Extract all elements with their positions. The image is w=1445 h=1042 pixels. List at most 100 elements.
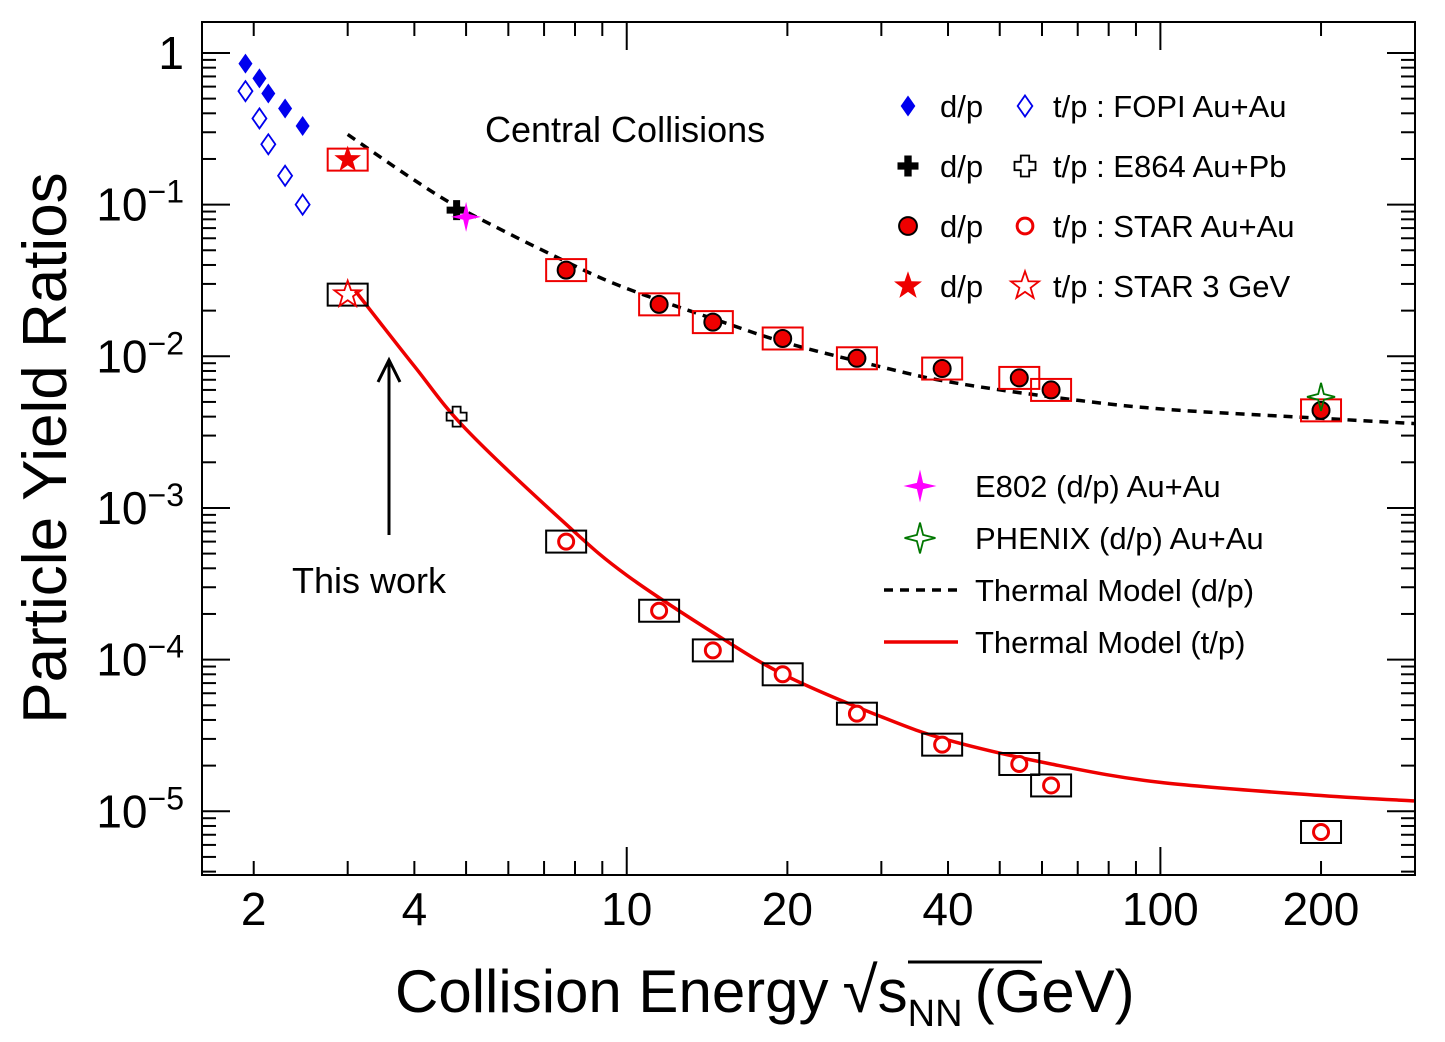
data-point bbox=[1306, 382, 1336, 412]
y-axis-label: Particle Yield Ratios bbox=[11, 172, 80, 723]
x-tick-label: 200 bbox=[1283, 883, 1360, 935]
y-tick-label: 1 bbox=[158, 27, 184, 79]
this-work-arrow bbox=[376, 356, 402, 535]
data-point bbox=[1009, 368, 1029, 388]
legend-marker bbox=[1016, 93, 1034, 119]
legend-bottom: E802 (d/p) Au+Au PHENIX (d/p) Au+Au Therma… bbox=[884, 469, 1264, 660]
systematic-box bbox=[761, 326, 804, 351]
data-point bbox=[278, 98, 293, 119]
data-point bbox=[251, 106, 268, 131]
y-tick-base: 10 bbox=[96, 634, 147, 686]
systematic-boxes bbox=[326, 147, 1343, 844]
y-tick-label: 10−5 bbox=[96, 780, 184, 837]
x-tick-label: 100 bbox=[1122, 883, 1199, 935]
y-tick-label: 10−4 bbox=[96, 629, 184, 686]
data-markers bbox=[237, 53, 1336, 841]
y-tick-exponent: −4 bbox=[148, 629, 184, 665]
y-tick-base: 1 bbox=[158, 27, 184, 79]
legend-label: d/p bbox=[940, 269, 983, 304]
x-axis-label-main: Collision Energy bbox=[395, 958, 829, 1025]
data-point bbox=[649, 294, 669, 314]
x-tick-label: 40 bbox=[922, 883, 973, 935]
legend-marker bbox=[904, 522, 936, 554]
systematic-box bbox=[545, 529, 588, 554]
legend-marker bbox=[1013, 154, 1037, 178]
legend-marker bbox=[900, 95, 916, 117]
legend-top: d/p t/p : FOPI Au+Au d/p t/p : E864 Au+Pb d/… bbox=[894, 89, 1295, 304]
data-point bbox=[294, 193, 311, 217]
data-point bbox=[237, 79, 254, 103]
legend-marker bbox=[898, 216, 918, 236]
y-tick-exponent: −5 bbox=[148, 780, 184, 816]
x-axis-label: Collision Energy √sNN (GeV) bbox=[395, 954, 1135, 1035]
data-point bbox=[276, 164, 294, 188]
data-point bbox=[773, 665, 792, 684]
data-point bbox=[451, 201, 482, 232]
x-axis-unit: (GeV) bbox=[975, 958, 1135, 1025]
systematic-box bbox=[1300, 819, 1343, 844]
data-point bbox=[703, 312, 723, 332]
data-point bbox=[557, 532, 576, 551]
legend-label: d/p bbox=[940, 89, 983, 124]
plot-frame bbox=[201, 21, 1416, 876]
x-axis-variable: s bbox=[878, 958, 908, 1025]
y-tick-base: 10 bbox=[96, 179, 147, 231]
legend-label: t/p : E864 Au+Pb bbox=[1053, 149, 1287, 184]
systematic-box bbox=[761, 662, 804, 687]
this-work-annotation: This work bbox=[292, 560, 447, 601]
y-tick-exponent: −1 bbox=[148, 174, 184, 210]
data-point bbox=[295, 115, 310, 136]
x-tick-label: 10 bbox=[601, 883, 652, 935]
legend-label: Thermal Model (d/p) bbox=[975, 573, 1254, 608]
systematic-box bbox=[1030, 773, 1073, 798]
legend-marker bbox=[903, 469, 937, 503]
systematic-box bbox=[835, 701, 878, 726]
data-point bbox=[933, 735, 952, 754]
data-point bbox=[650, 601, 669, 620]
y-tick-label: 10−1 bbox=[96, 174, 184, 231]
data-point bbox=[1042, 776, 1061, 795]
legend-label: E802 (d/p) Au+Au bbox=[975, 469, 1221, 504]
legend-label: d/p bbox=[940, 209, 983, 244]
systematic-box bbox=[998, 365, 1041, 390]
data-point bbox=[238, 53, 253, 74]
y-tick-exponent: −2 bbox=[148, 325, 184, 361]
x-tick-label: 20 bbox=[762, 883, 813, 935]
central-collisions-annotation: Central Collisions bbox=[485, 109, 765, 150]
systematic-box bbox=[1030, 377, 1073, 402]
y-tick-label: 10−3 bbox=[96, 477, 184, 534]
systematic-box bbox=[691, 638, 734, 663]
systematic-box bbox=[835, 346, 878, 371]
sqrt-symbol: √ bbox=[843, 954, 879, 1026]
data-point bbox=[703, 641, 722, 660]
legend-marker bbox=[1015, 216, 1035, 236]
x-tick-label: 4 bbox=[402, 883, 428, 935]
data-point bbox=[1312, 822, 1331, 841]
legend-label: PHENIX (d/p) Au+Au bbox=[975, 521, 1264, 556]
systematic-box bbox=[326, 282, 369, 307]
y-tick-label: 10−2 bbox=[96, 325, 184, 382]
systematic-box bbox=[638, 292, 681, 317]
y-tick-base: 10 bbox=[96, 330, 147, 382]
data-point bbox=[932, 359, 952, 379]
model-curves bbox=[346, 133, 1416, 803]
systematic-box bbox=[921, 732, 964, 757]
systematic-box bbox=[545, 258, 588, 283]
legend-marker bbox=[1008, 268, 1042, 301]
data-point bbox=[847, 348, 867, 368]
data-point bbox=[556, 260, 576, 280]
y-tick-exponent: −3 bbox=[148, 477, 184, 513]
data-point bbox=[334, 145, 361, 171]
thermal-tp-curve bbox=[353, 289, 1416, 803]
legend-label: Thermal Model (t/p) bbox=[975, 625, 1245, 660]
data-point bbox=[445, 405, 468, 428]
data-point bbox=[847, 704, 866, 723]
data-point bbox=[331, 277, 364, 309]
systematic-box bbox=[921, 356, 964, 381]
axis-ticks bbox=[202, 22, 1416, 875]
x-tick-label: 2 bbox=[241, 883, 267, 935]
legend-marker bbox=[894, 271, 922, 298]
systematic-box bbox=[1300, 398, 1343, 423]
